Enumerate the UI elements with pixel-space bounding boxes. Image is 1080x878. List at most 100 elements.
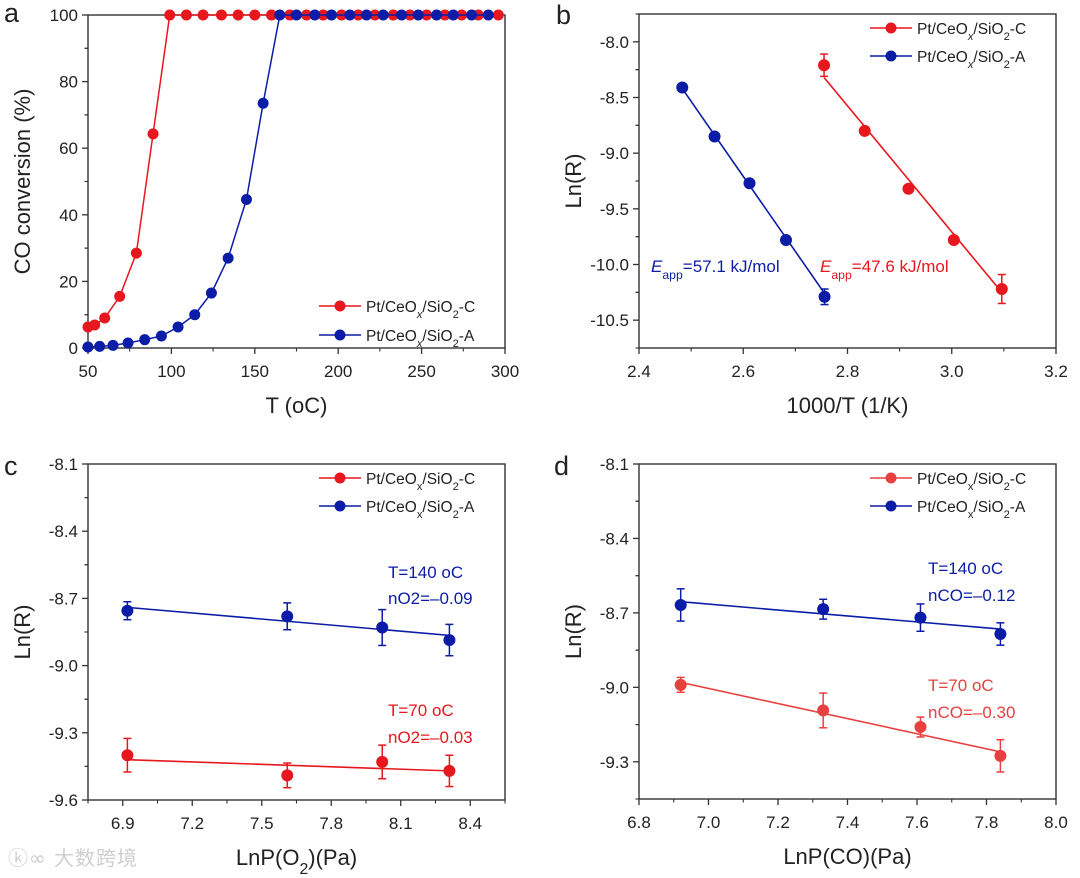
x-tick-label: 50 <box>79 362 98 381</box>
y-tick-label: 0 <box>69 339 78 358</box>
series-line <box>87 14 499 328</box>
legend-label: Pt/CeOx/SiO2-A <box>366 328 475 350</box>
data-point <box>818 290 831 303</box>
legend-label: Pt/CeOx/SiO2-A <box>917 499 1026 521</box>
series-c <box>818 53 1008 305</box>
y-axis-label: Ln(R) <box>561 604 586 659</box>
series-c <box>82 9 504 333</box>
data-point <box>139 334 151 346</box>
data-point <box>817 704 830 717</box>
x-tick-label: 300 <box>491 362 519 381</box>
data-point <box>947 234 960 247</box>
y-tick-label: 80 <box>59 73 78 92</box>
data-point <box>197 9 209 21</box>
data-point <box>396 9 408 21</box>
data-point <box>114 290 126 302</box>
panel-d: d 6.8 7.0 7.2 7.4 7.6 7.8 8.0 -8.1 -8.4 -8.7 -9.0 -9… <box>554 451 1068 869</box>
series-c <box>121 737 456 789</box>
legend-label: Pt/CeOx/SiO2-C <box>366 471 475 493</box>
data-point <box>172 321 184 333</box>
y-tick-label: 20 <box>59 272 78 291</box>
legend-marker <box>334 472 346 484</box>
x-tick-label: 7.4 <box>836 813 860 832</box>
data-point <box>164 9 176 21</box>
y-tick-label: -9.5 <box>600 200 629 219</box>
x-tick-label: 2.6 <box>731 362 755 381</box>
panel-c: c 6.9 7.2 7.5 7.8 8.1 8.4 -8.1 -8.4 -8.7 -9.0 -9.3 -… <box>4 451 506 878</box>
annotation: nCO=–0.12 <box>928 586 1015 605</box>
data-point <box>326 9 338 21</box>
panel-a: a 50 100 150 200 250 300 0 20 40 60 80 100 T (oC) CO c… <box>4 0 519 418</box>
y-tick-label: -8.7 <box>49 589 78 608</box>
y-tick-label: -8.0 <box>600 33 629 52</box>
y-tick-label: -9.0 <box>600 678 629 697</box>
legend-marker <box>885 500 897 512</box>
data-point <box>130 247 142 259</box>
annotation: Eapp=57.1 kJ/mol <box>651 257 780 282</box>
fit-line <box>680 681 1001 753</box>
data-point <box>443 764 456 777</box>
x-tick-label: 3.0 <box>940 362 964 381</box>
annotation: T=140 oC <box>928 559 1003 578</box>
x-axis-label: LnP(O2)(Pa) <box>236 845 357 878</box>
data-point <box>443 634 456 647</box>
data-point <box>376 621 389 634</box>
data-point <box>147 128 159 140</box>
x-tick-label: 7.2 <box>766 813 790 832</box>
legend: Pt/CeOx/SiO2-C Pt/CeOx/SiO2-A <box>870 471 1026 521</box>
watermark: ⓚ∞ 大数跨境 <box>8 842 138 871</box>
data-point <box>466 9 478 21</box>
data-point <box>265 9 277 21</box>
data-point <box>121 604 134 617</box>
panel-letter: a <box>4 0 20 28</box>
legend-marker <box>885 472 897 484</box>
data-point <box>180 9 192 21</box>
data-point <box>902 182 915 195</box>
y-tick-label: -8.7 <box>600 604 629 623</box>
data-point <box>89 319 101 331</box>
watermark-logo-icon: ⓚ∞ <box>8 846 55 870</box>
y-tick-label: -8.4 <box>600 529 629 548</box>
y-tick-label: 60 <box>59 139 78 158</box>
legend-marker <box>885 50 897 62</box>
data-point <box>82 341 94 353</box>
x-tick-label: 7.5 <box>250 814 274 833</box>
legend-label: Pt/CeOx/SiO2-C <box>917 471 1026 493</box>
y-axis-label: CO conversion (%) <box>10 89 35 275</box>
series-a <box>121 601 456 657</box>
x-tick-label: 3.2 <box>1044 362 1068 381</box>
legend: Pt/CeOx/SiO2-C Pt/CeOx/SiO2-A <box>319 299 475 350</box>
x-tick-label: 8.0 <box>1044 813 1068 832</box>
panel-letter: d <box>554 451 569 481</box>
y-tick-label: -8.4 <box>49 522 78 541</box>
legend: Pt/CeOx/SiO2-C Pt/CeOx/SiO2-A <box>319 471 475 521</box>
legend-marker <box>334 500 346 512</box>
legend-label: Pt/CeOx/SiO2-C <box>917 21 1026 43</box>
x-tick-label: 6.9 <box>111 814 135 833</box>
annotation: nO2=–0.03 <box>388 728 473 747</box>
data-point <box>708 130 721 143</box>
series-c <box>674 676 1007 773</box>
series-a <box>674 588 1007 646</box>
data-point <box>994 627 1007 640</box>
legend-label: Pt/CeOx/SiO2-A <box>366 499 475 521</box>
data-point <box>122 337 134 349</box>
annotation: T=70 oC <box>928 676 994 695</box>
data-point <box>121 749 134 762</box>
y-tick-label: -9.6 <box>49 791 78 810</box>
series-a <box>82 9 494 353</box>
data-point <box>281 610 294 623</box>
data-point <box>412 9 424 21</box>
y-tick-label: 40 <box>59 206 78 225</box>
data-point <box>94 340 106 352</box>
x-tick-label: 7.8 <box>975 813 999 832</box>
legend: Pt/CeOx/SiO2-C Pt/CeOx/SiO2-A <box>870 21 1026 71</box>
x-tick-label: 2.8 <box>836 362 860 381</box>
data-point <box>249 9 261 21</box>
data-point <box>189 309 201 321</box>
x-tick-label: 7.8 <box>319 814 343 833</box>
data-point <box>361 9 373 21</box>
data-point <box>447 9 459 21</box>
data-point <box>914 721 927 734</box>
